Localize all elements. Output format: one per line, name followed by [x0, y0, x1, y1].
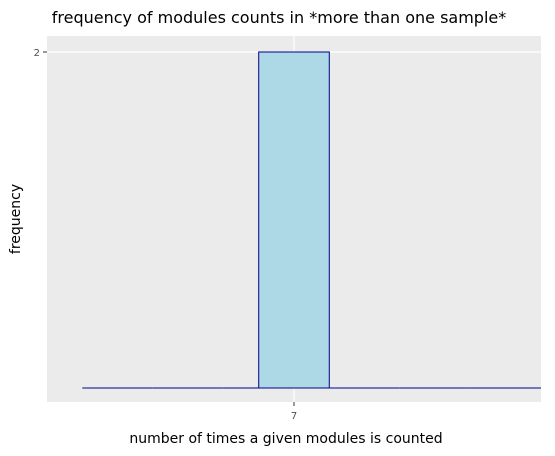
y-tick-label: 2	[34, 48, 40, 59]
x-tick-label: 7	[291, 411, 297, 422]
x-axis-title: number of times a given modules is count…	[129, 431, 442, 447]
histogram-bar-3	[259, 52, 330, 388]
y-axis-title: frequency	[8, 184, 24, 254]
chart-title: frequency of modules counts in *more tha…	[52, 8, 506, 27]
